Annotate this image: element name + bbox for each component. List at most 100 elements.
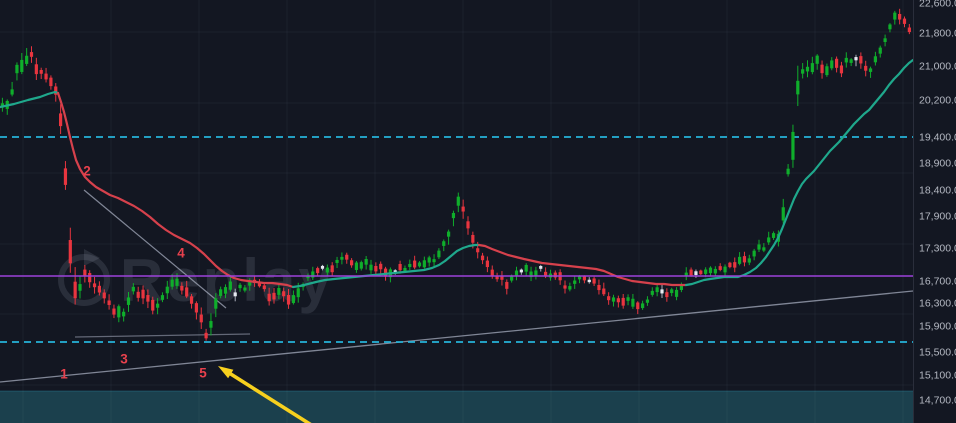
replay-circular-arrow-icon	[58, 254, 110, 306]
candle-body	[476, 248, 480, 253]
candle	[631, 293, 635, 309]
price-axis-label: 15,100.0	[919, 370, 956, 382]
candle-body	[330, 265, 334, 273]
candle	[728, 261, 732, 269]
candle	[194, 301, 198, 320]
descending-trendline[interactable]	[83, 189, 227, 309]
candle-body	[723, 266, 727, 273]
candle	[238, 282, 242, 292]
candle-body	[151, 299, 155, 311]
candle	[340, 252, 344, 265]
ascending-trendline[interactable]	[0, 290, 914, 383]
candle-body	[160, 295, 165, 300]
candle-body	[694, 271, 698, 275]
candle	[873, 51, 877, 66]
candle-body	[616, 298, 620, 303]
candle	[199, 307, 203, 329]
candle-body	[684, 272, 688, 277]
wave-label-3[interactable]: 3	[120, 352, 128, 367]
candle-body	[189, 296, 194, 304]
support-zone-rect[interactable]	[0, 391, 913, 423]
candle	[505, 279, 509, 295]
candle-body	[97, 285, 101, 293]
candle-body	[839, 65, 844, 74]
wave-label-4[interactable]: 4	[177, 246, 185, 261]
candle-body	[427, 257, 431, 263]
candle-body	[364, 259, 368, 265]
candle-body	[63, 168, 68, 185]
candle	[621, 294, 625, 309]
candle-body	[340, 256, 344, 260]
candle-body	[291, 295, 295, 304]
yellow-arrow-head[interactable]	[218, 366, 234, 379]
candle	[122, 308, 126, 322]
ma-segment-down	[477, 243, 688, 287]
horizontal-shelf-line[interactable]	[74, 333, 251, 338]
candle-body	[645, 299, 650, 303]
dashed-level-lines[interactable]	[0, 136, 913, 343]
candle	[59, 104, 63, 135]
candle-body	[636, 302, 640, 310]
candle	[592, 276, 596, 287]
candle-body	[165, 286, 169, 294]
candle	[413, 255, 417, 270]
candle	[5, 99, 9, 115]
candle-body	[374, 265, 378, 272]
candle	[422, 256, 426, 269]
candle	[180, 282, 184, 295]
moving-average-line	[0, 58, 915, 289]
candle	[907, 24, 911, 35]
candle	[117, 304, 121, 323]
candle	[427, 255, 431, 267]
candle	[214, 293, 218, 318]
candle-body	[767, 237, 771, 243]
ma-segment-up	[684, 58, 915, 287]
candle-body	[10, 89, 14, 95]
wave-label-5[interactable]: 5	[199, 366, 207, 381]
trendline-drawings[interactable]	[0, 189, 914, 383]
replay-watermark: Replay	[58, 247, 332, 314]
candle	[160, 292, 165, 303]
price-axis-label: 16,700.0	[919, 276, 956, 288]
candle-body	[810, 63, 814, 73]
candle-body	[524, 264, 528, 272]
candle-body	[286, 295, 291, 305]
candle-body	[223, 287, 228, 294]
candle-body	[859, 56, 863, 64]
candle	[267, 287, 271, 306]
candle-body	[175, 278, 179, 286]
candle	[456, 192, 460, 213]
candle	[369, 259, 373, 274]
candle-body	[510, 275, 514, 281]
candle	[878, 45, 882, 58]
candle	[835, 56, 839, 73]
candle	[34, 57, 38, 80]
wave-annotations[interactable]: 1 2 3 4 5	[60, 164, 313, 423]
candle-body	[54, 86, 58, 95]
candle-body	[699, 270, 703, 275]
candle-body	[573, 280, 577, 284]
candle-body	[185, 287, 189, 297]
wave-label-1[interactable]: 1	[60, 367, 68, 382]
candle	[107, 294, 111, 310]
candle-body	[718, 266, 722, 270]
candle-body	[214, 298, 218, 309]
candle-body	[592, 278, 596, 284]
wave-label-2[interactable]: 2	[83, 164, 91, 179]
yellow-arrow-shaft[interactable]	[225, 369, 313, 423]
price-axis-label: 21,000.0	[919, 61, 956, 73]
candle	[883, 34, 887, 47]
candle	[10, 81, 14, 97]
candle-body	[39, 69, 43, 74]
candle	[718, 263, 722, 272]
candle	[898, 8, 902, 25]
candle	[219, 286, 223, 299]
candle	[723, 264, 727, 276]
candle	[228, 275, 232, 292]
candle	[354, 261, 359, 273]
candle-body	[733, 262, 737, 268]
support-zone-band[interactable]	[0, 390, 913, 423]
candle-body	[442, 241, 446, 246]
candle-body	[835, 58, 839, 68]
